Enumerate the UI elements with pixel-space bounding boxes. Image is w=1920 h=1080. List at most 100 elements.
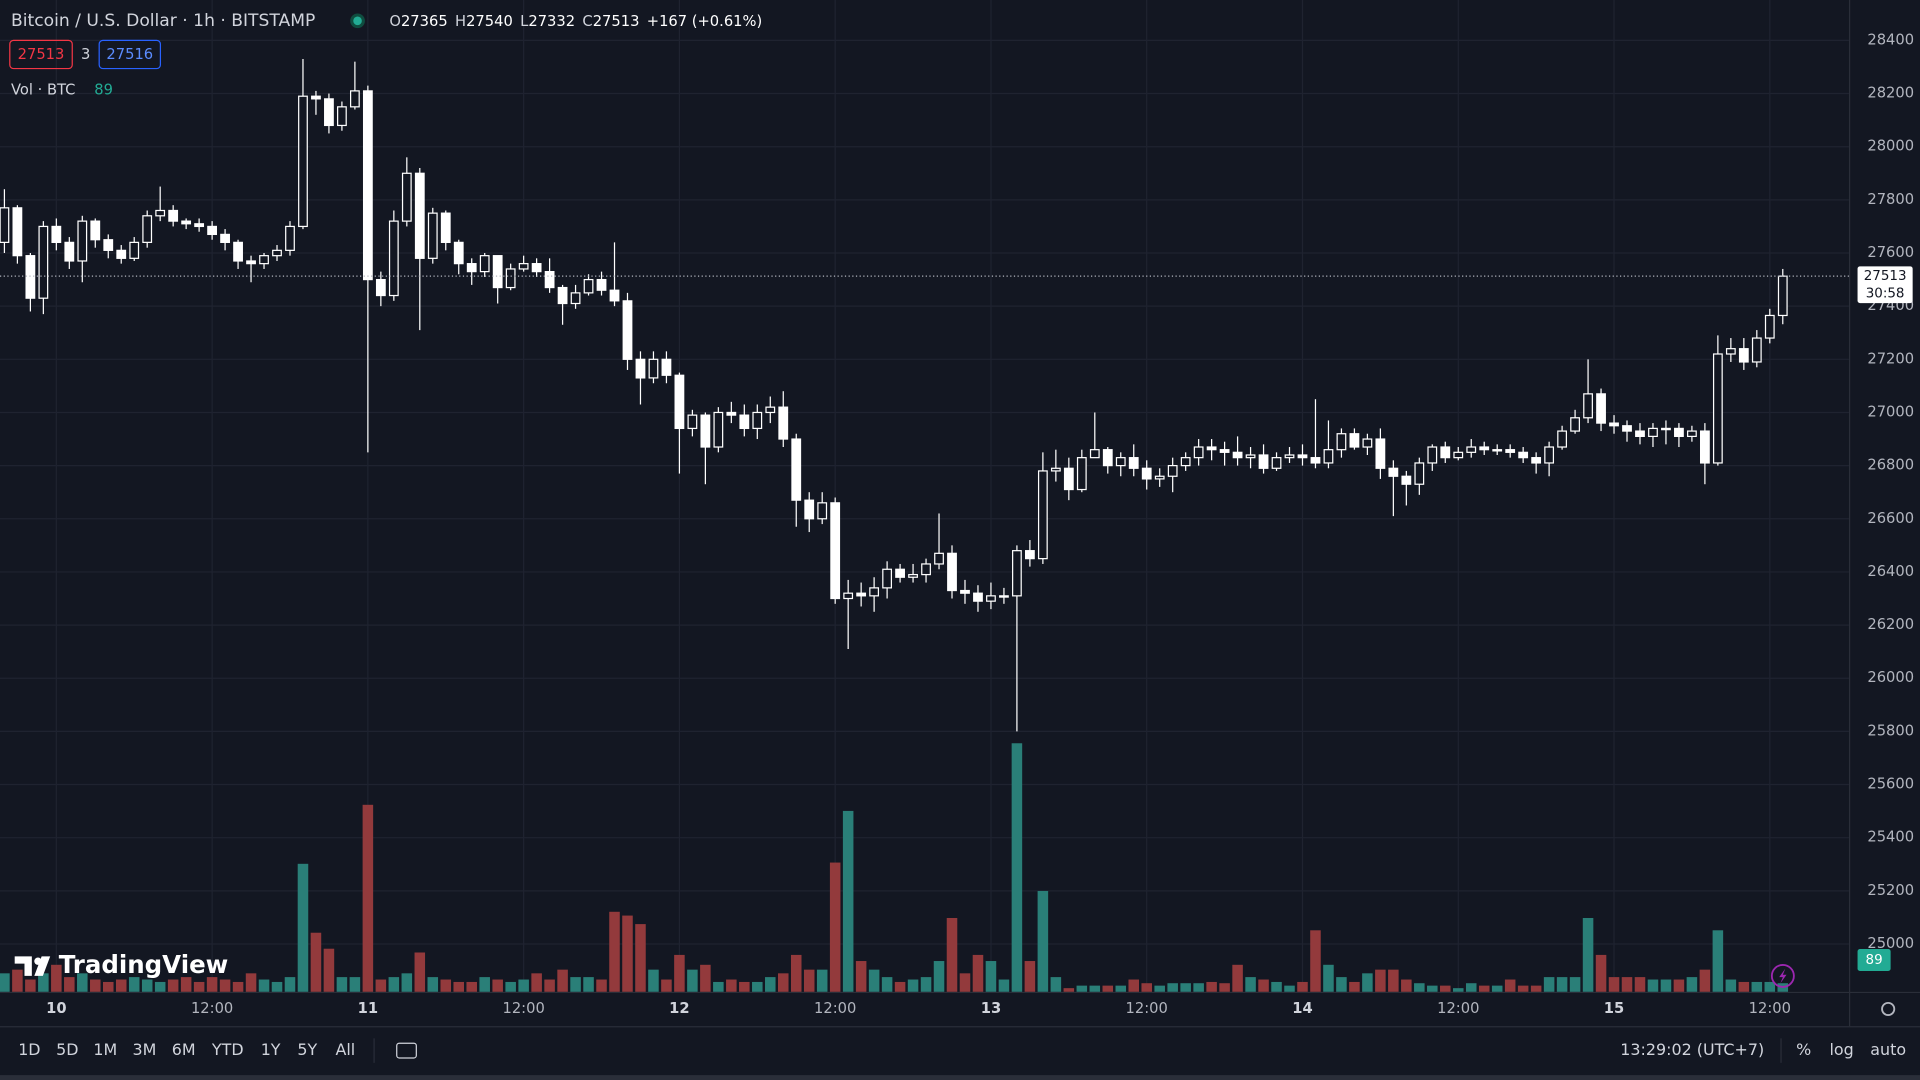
range-button[interactable]: 1Y [261, 1040, 281, 1059]
volume-bar [245, 973, 257, 992]
volume-bar [271, 981, 283, 992]
volume-bar [336, 977, 348, 992]
candle-body [362, 90, 373, 281]
goto-date-button[interactable] [396, 1042, 417, 1059]
candle-body [1687, 430, 1697, 437]
candle-body [557, 286, 568, 305]
range-button[interactable]: 5D [56, 1040, 78, 1059]
volume-bar [1686, 977, 1698, 992]
volume-bar [362, 804, 374, 992]
range-button[interactable]: 3M [133, 1040, 157, 1059]
candle-body [479, 255, 490, 273]
symbol-title: Bitcoin / U.S. Dollar · 1h · BITSTAMP [11, 11, 315, 31]
volume-bar [1440, 985, 1451, 992]
volume-bar [466, 981, 477, 992]
candle-body [713, 411, 724, 448]
range-button[interactable]: 6M [172, 1040, 196, 1059]
volume-bar [1089, 985, 1101, 992]
candle-body [869, 587, 880, 597]
x-tick-label: 12:00 [191, 1000, 233, 1017]
volume-bar [453, 981, 465, 992]
candle-body [440, 212, 451, 243]
candle-body [843, 592, 854, 600]
volume-bar [154, 981, 166, 992]
y-tick-label: 26600 [1867, 510, 1914, 527]
volume-bar [583, 977, 594, 992]
candle-body [804, 499, 815, 520]
volume-bar [1699, 969, 1711, 992]
lightning-button[interactable] [1770, 963, 1795, 988]
candle-body [1115, 457, 1126, 467]
y-tick-label: 26800 [1867, 457, 1914, 474]
volume-bar [661, 979, 672, 992]
candle-body [1310, 457, 1321, 464]
settings-button[interactable] [1881, 1001, 1896, 1017]
volume-bar [959, 973, 971, 992]
bid-box[interactable] [9, 39, 73, 70]
x-tick-label: 12:00 [1126, 1000, 1168, 1017]
volume-bar [972, 954, 984, 992]
candle-body [1661, 427, 1671, 431]
volume-bar [1543, 977, 1555, 992]
candle-body [51, 225, 62, 243]
scale-button[interactable]: auto [1870, 1040, 1906, 1059]
candle-body [817, 502, 828, 520]
y-tick-label: 25400 [1867, 829, 1914, 846]
x-tick-label: 13 [981, 1000, 1001, 1017]
ask-box[interactable] [98, 39, 162, 70]
candle-body [765, 406, 776, 414]
scale-button[interactable]: log [1830, 1040, 1854, 1059]
candle-body [1089, 449, 1100, 459]
volume-bar [401, 973, 413, 992]
candle-body [908, 573, 918, 578]
volume-bar [1621, 977, 1633, 992]
volume-bar [349, 977, 361, 992]
y-tick-label: 25600 [1867, 776, 1914, 793]
volume-bar [1219, 983, 1230, 992]
ohlc-key: C [582, 13, 592, 30]
volume-bar [985, 961, 997, 992]
candle-body [168, 209, 179, 222]
candle-body [570, 292, 581, 305]
volume-bar [1336, 977, 1347, 992]
candle-body [1544, 446, 1555, 464]
volume-bar [1102, 985, 1114, 992]
volume-bar [1764, 981, 1776, 992]
candle-body [1297, 454, 1308, 459]
candle-body [246, 260, 256, 265]
volume-bar [777, 973, 789, 992]
ohlc-key: O [389, 13, 401, 30]
volume-bar [557, 969, 568, 992]
candle-body [492, 255, 503, 289]
scale-button[interactable]: % [1796, 1040, 1811, 1059]
candle-body [194, 223, 205, 228]
y-tick-label: 27800 [1867, 191, 1914, 208]
candle-body [453, 241, 464, 265]
range-button[interactable]: 1D [18, 1040, 40, 1059]
volume-bar [51, 964, 62, 992]
candle-body [1206, 446, 1217, 451]
candle-body [1518, 451, 1529, 459]
volume-bar [739, 981, 750, 992]
x-tick-label: 15 [1604, 1000, 1624, 1017]
volume-bar [180, 977, 192, 992]
candle-body [1440, 446, 1451, 459]
lightning-icon [1779, 968, 1787, 984]
volume-bar [1414, 983, 1425, 992]
range-button[interactable]: All [335, 1040, 355, 1059]
candle-body [1596, 393, 1606, 424]
range-button[interactable]: 5Y [297, 1040, 317, 1059]
candle-body [635, 358, 646, 379]
candle-body [830, 502, 841, 600]
range-button[interactable]: 1M [93, 1040, 117, 1059]
candle-body [1570, 417, 1580, 432]
y-tick-label: 27200 [1867, 350, 1914, 367]
range-button[interactable]: YTD [211, 1040, 244, 1059]
candle-body [1557, 430, 1568, 448]
volume-bar [609, 911, 620, 992]
logo-text: TradingView [59, 950, 229, 979]
candle-body [687, 414, 698, 430]
candle-body [1012, 550, 1022, 597]
